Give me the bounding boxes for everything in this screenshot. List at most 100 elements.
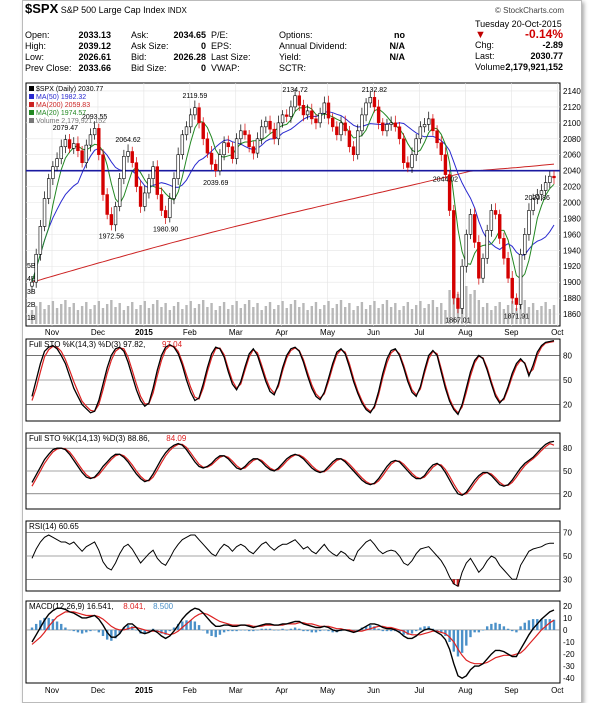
macd-histogram-bar <box>523 622 526 630</box>
price-axis-tick: 1940 <box>563 246 581 255</box>
volume-bar <box>218 306 222 324</box>
macd-histogram-bar <box>64 627 67 630</box>
volume-bar <box>348 303 351 324</box>
candle-body <box>222 142 226 156</box>
macd-histogram-bar <box>327 629 330 632</box>
volume-bar <box>101 308 105 324</box>
candle-body <box>218 154 222 171</box>
macd-line <box>31 607 555 680</box>
candle-body <box>452 210 456 299</box>
volume-bar <box>172 306 176 324</box>
candle-body <box>67 139 72 149</box>
volume-bar <box>356 306 359 324</box>
volume-bar <box>469 294 472 324</box>
x-axis-month-label: Dec <box>91 686 105 695</box>
quote-value: 2034.65 <box>173 30 206 40</box>
price-axis-tick: 2120 <box>563 103 581 112</box>
volume-bar <box>39 302 42 324</box>
candle-body <box>439 142 443 156</box>
candle-body <box>531 198 535 211</box>
volume-bar <box>202 300 205 324</box>
price-panel <box>25 82 561 327</box>
macd-histogram-bar <box>285 629 288 631</box>
volume-bar <box>435 307 439 324</box>
volume-bar <box>197 304 201 324</box>
osc-axis-tick: 80 <box>563 351 572 360</box>
x-axis-month-label: Jun <box>367 686 380 695</box>
volume-tick: 2B <box>27 302 36 309</box>
macd-histogram-bar <box>281 628 284 630</box>
price-annotation: 2039.69 <box>203 180 228 187</box>
candle-body <box>155 166 159 195</box>
candle-body <box>163 210 168 218</box>
candle-body <box>410 154 414 168</box>
candle-body <box>188 114 193 128</box>
volume-bar <box>34 306 38 324</box>
sto-k-line <box>31 339 555 416</box>
panel-legend-entry: RSI(14) 60.65 <box>29 522 79 531</box>
volume-bar <box>51 301 55 324</box>
candle-body <box>209 152 214 165</box>
candle-body <box>351 146 356 156</box>
sto-k-line <box>31 440 555 497</box>
macd-histogram-bar <box>135 629 138 631</box>
volume-bar <box>352 310 355 324</box>
candle-body <box>376 106 381 124</box>
macd-histogram-bar <box>385 629 389 632</box>
quote-value: 2,179,921,152 <box>505 62 563 72</box>
candle-body <box>502 238 506 259</box>
volume-bar <box>64 300 67 324</box>
osc-axis-tick: 50 <box>563 552 572 561</box>
macd-histogram-bar <box>39 620 42 630</box>
volume-bar <box>168 310 172 324</box>
candle-body <box>63 139 68 148</box>
volume-bar <box>264 306 268 324</box>
quote-label: Ask: <box>131 30 149 40</box>
x-axis-month-label: Nov <box>45 328 59 337</box>
macd-axis-tick: -10 <box>563 638 575 647</box>
macd-histogram-bar <box>89 629 92 632</box>
quote-label: Prev Close: <box>25 63 72 73</box>
macd-histogram-bar <box>252 629 255 632</box>
volume-bar <box>47 305 50 324</box>
volume-bar <box>114 307 117 324</box>
candle-body <box>431 118 435 132</box>
macd-histogram-bar <box>160 629 163 634</box>
price-axis-tick: 2040 <box>563 167 581 176</box>
price-annotation: 1980.90 <box>153 227 178 234</box>
volume-bar <box>285 308 288 324</box>
x-axis-month-label: 2015 <box>135 328 153 337</box>
candle-body <box>381 122 385 132</box>
osc-axis-tick: 50 <box>563 376 572 385</box>
price-annotation: 2132.82 <box>362 87 387 94</box>
candle-body <box>34 253 38 283</box>
volume-bar <box>515 308 518 324</box>
macd-histogram-bar <box>189 620 192 630</box>
volume-bar <box>531 303 535 324</box>
quote-label: SCTR: <box>279 63 306 73</box>
macd-histogram-bar <box>469 629 472 638</box>
volume-bar <box>89 309 92 324</box>
volume-tick: 5B <box>27 263 36 270</box>
quote-label: VWAP: <box>211 63 240 73</box>
candle-body <box>397 126 402 140</box>
candle-body <box>330 117 335 128</box>
quote-label: Bid: <box>131 52 147 62</box>
volume-bar <box>481 307 485 324</box>
candle-body <box>122 155 126 179</box>
candle-body <box>243 130 247 136</box>
macd-histogram-bar <box>126 625 130 630</box>
candle-body <box>548 175 552 183</box>
candle-body <box>247 134 251 148</box>
candle-body <box>310 110 314 120</box>
volume-bar <box>298 307 301 324</box>
volume-bar <box>410 309 414 324</box>
volume-bar <box>227 309 230 324</box>
volume-bar <box>385 300 389 324</box>
price-annotation: 1972.56 <box>99 233 124 240</box>
candle-body <box>543 182 548 191</box>
macd-histogram-bar <box>93 629 96 631</box>
macd-histogram-bar <box>414 629 418 632</box>
macd-histogram-bar <box>277 629 280 631</box>
macd-histogram-bar <box>185 620 188 630</box>
